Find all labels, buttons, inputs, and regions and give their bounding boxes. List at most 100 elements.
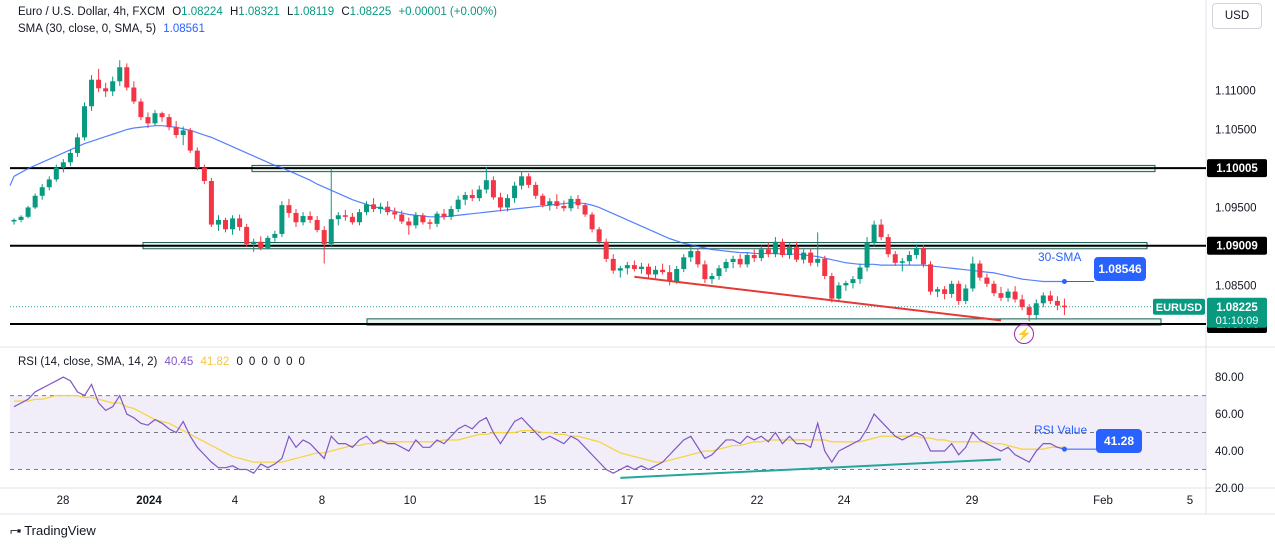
candle-body xyxy=(681,257,687,270)
candle-body xyxy=(448,209,454,217)
currency-button[interactable]: USD xyxy=(1212,3,1262,29)
candle-body xyxy=(378,206,384,210)
time-tick-label: 28 xyxy=(57,495,70,507)
candle xyxy=(603,238,609,262)
sma-axis-box xyxy=(1207,273,1267,291)
candle-body xyxy=(230,218,236,230)
candle-body xyxy=(892,254,898,263)
candle-body xyxy=(286,205,292,213)
last-price-label: 1.08225 xyxy=(1216,302,1258,314)
candle-body xyxy=(420,215,426,223)
candle xyxy=(617,265,623,278)
candle xyxy=(674,265,680,284)
axis-labels: 1.11000 1.10500 1.09500 1.08500 1.10005 1.090… xyxy=(1153,86,1267,495)
candle-body xyxy=(117,67,123,82)
candle xyxy=(1005,288,1011,302)
flash-event-icon[interactable]: ⚡ xyxy=(1014,324,1034,344)
candle-body xyxy=(434,213,440,224)
candle xyxy=(568,195,574,212)
candle-body xyxy=(850,279,856,284)
level-axis-label: 1.09009 xyxy=(1216,241,1258,253)
candle-body xyxy=(74,137,80,153)
candle-body xyxy=(920,247,926,265)
sma-callout-value: 1.08546 xyxy=(1098,262,1142,276)
candle-body xyxy=(497,197,503,208)
candle xyxy=(413,212,419,229)
candle xyxy=(237,214,243,231)
candle xyxy=(540,193,546,208)
candle xyxy=(173,121,179,139)
candle xyxy=(512,181,518,203)
last-price-box xyxy=(1207,297,1267,328)
candle-body xyxy=(166,117,172,128)
sma-label: SMA (30, close, 0, SMA, 5) xyxy=(18,23,157,35)
candle xyxy=(110,76,116,97)
candle xyxy=(822,255,828,280)
candle-body xyxy=(547,201,553,206)
candle-body xyxy=(349,216,355,223)
candle-body xyxy=(864,242,870,268)
axes: 28 2024 4 8 10 15 17 22 24 29 Feb 5 xyxy=(57,495,1194,507)
candle-body xyxy=(208,180,214,225)
candle xyxy=(787,243,792,259)
candle-body xyxy=(906,254,912,262)
candle xyxy=(554,194,560,210)
candle xyxy=(152,110,158,126)
candle xyxy=(11,218,17,225)
low-value: 1.08119 xyxy=(293,6,335,18)
candle-body xyxy=(963,288,969,301)
candle xyxy=(131,81,137,104)
candle-body xyxy=(526,176,532,185)
candle xyxy=(96,68,102,93)
candle xyxy=(187,128,193,153)
brand-name: TradingView xyxy=(24,523,96,538)
candle xyxy=(251,238,257,252)
time-tick-label: 24 xyxy=(838,495,851,507)
candle xyxy=(124,63,130,91)
candle-body xyxy=(110,81,116,92)
candle xyxy=(448,205,454,220)
candle-body xyxy=(96,79,102,89)
candle-body xyxy=(385,206,391,213)
candle-body xyxy=(568,198,574,209)
countdown-label: 01:10:09 xyxy=(1216,315,1259,327)
candle-body xyxy=(942,289,948,294)
candle xyxy=(935,286,941,298)
time-tick-label: 15 xyxy=(534,495,547,507)
candle xyxy=(885,233,891,258)
candle xyxy=(850,276,856,289)
candle-body xyxy=(610,258,616,271)
candle-body xyxy=(533,184,539,196)
open-value: 1.08224 xyxy=(181,6,223,18)
candle xyxy=(1061,298,1067,315)
candle-body xyxy=(794,247,800,260)
candle-body xyxy=(187,130,193,151)
tradingview-brand[interactable]: ⌐▪ TradingView xyxy=(10,523,96,538)
candle xyxy=(314,216,320,233)
candle-body xyxy=(857,267,863,280)
price-tick-label: 1.09500 xyxy=(1215,202,1257,214)
candle-body xyxy=(413,215,419,226)
rsi-band xyxy=(10,395,1206,470)
symbol-title: Euro / U.S. Dollar, 4h, FXCM xyxy=(18,6,165,18)
candle xyxy=(462,191,468,206)
candle xyxy=(794,241,800,262)
candle-body xyxy=(709,276,715,280)
candle xyxy=(906,251,912,266)
candle-body xyxy=(970,263,976,289)
candle-body xyxy=(307,216,313,220)
candle-body xyxy=(815,258,821,263)
candle-body xyxy=(772,241,778,255)
candle-body xyxy=(490,180,496,198)
candle xyxy=(575,195,581,210)
close-label: C xyxy=(341,6,350,18)
candle-body xyxy=(328,219,334,245)
rsi-label: RSI (14, close, SMA, 14, 2) xyxy=(18,356,158,368)
candle xyxy=(371,198,377,213)
candle xyxy=(1026,304,1032,322)
candle xyxy=(963,284,969,305)
candle-body xyxy=(406,221,412,226)
candle xyxy=(702,260,708,284)
time-tick-label: 4 xyxy=(232,495,239,507)
